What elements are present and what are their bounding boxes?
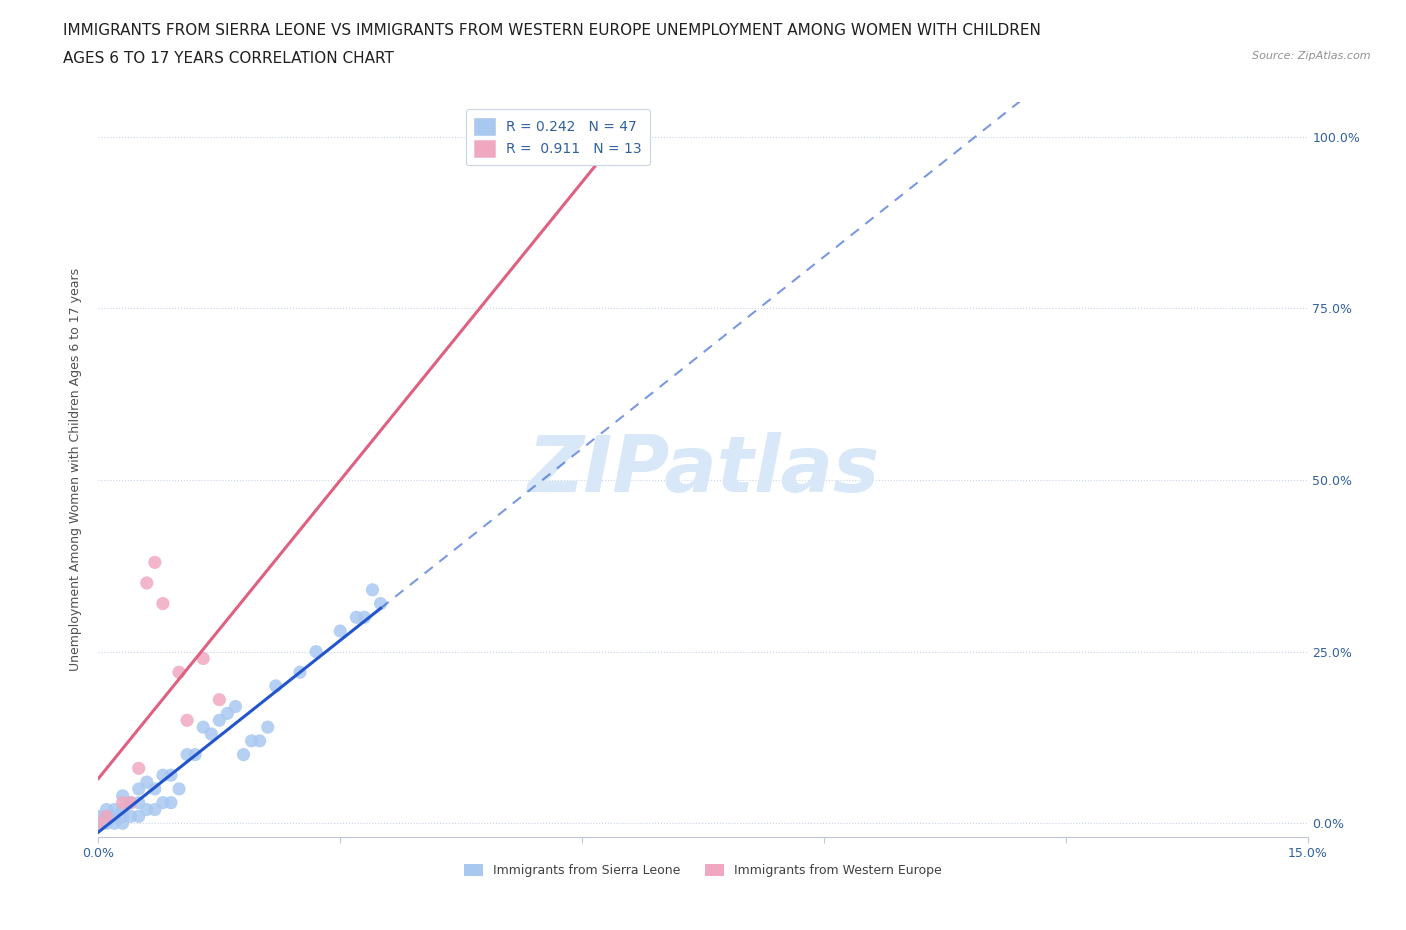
Point — [249, 734, 271, 749]
Point — [344, 610, 367, 625]
Point — [193, 651, 215, 666]
Point — [167, 781, 190, 796]
Point — [232, 747, 254, 762]
Point — [200, 726, 222, 741]
Point — [264, 679, 287, 694]
Point — [240, 734, 263, 749]
Point — [111, 789, 134, 804]
Point — [305, 644, 328, 659]
Point — [152, 768, 174, 783]
Point — [288, 665, 311, 680]
Point — [96, 813, 118, 828]
Point — [208, 692, 231, 707]
Text: AGES 6 TO 17 YEARS CORRELATION CHART: AGES 6 TO 17 YEARS CORRELATION CHART — [63, 51, 394, 66]
Point — [96, 802, 118, 817]
Point — [160, 768, 183, 783]
Point — [193, 720, 215, 735]
Point — [361, 582, 384, 597]
Point — [96, 809, 118, 824]
Point — [111, 809, 134, 824]
Point — [103, 802, 125, 817]
Point — [120, 795, 142, 810]
Point — [87, 809, 110, 824]
Point — [111, 802, 134, 817]
Point — [135, 775, 157, 790]
Point — [143, 781, 166, 796]
Text: ZIPatlas: ZIPatlas — [527, 432, 879, 508]
Point — [135, 576, 157, 591]
Point — [120, 809, 142, 824]
Point — [167, 665, 190, 680]
Point — [143, 802, 166, 817]
Point — [152, 596, 174, 611]
Point — [103, 809, 125, 824]
Point — [128, 761, 150, 776]
Point — [87, 816, 110, 830]
Point — [612, 129, 634, 144]
Text: IMMIGRANTS FROM SIERRA LEONE VS IMMIGRANTS FROM WESTERN EUROPE UNEMPLOYMENT AMON: IMMIGRANTS FROM SIERRA LEONE VS IMMIGRAN… — [63, 23, 1042, 38]
Point — [184, 747, 207, 762]
Point — [208, 712, 231, 727]
Point — [128, 809, 150, 824]
Point — [329, 624, 352, 639]
Point — [176, 747, 198, 762]
Point — [370, 596, 392, 611]
Point — [217, 706, 239, 721]
Point — [160, 795, 183, 810]
Point — [176, 712, 198, 727]
Point — [120, 795, 142, 810]
Text: Source: ZipAtlas.com: Source: ZipAtlas.com — [1253, 51, 1371, 61]
Point — [353, 610, 375, 625]
Point — [103, 816, 125, 830]
Point — [143, 555, 166, 570]
Point — [152, 795, 174, 810]
Y-axis label: Unemployment Among Women with Children Ages 6 to 17 years: Unemployment Among Women with Children A… — [69, 268, 83, 671]
Point — [135, 802, 157, 817]
Point — [111, 816, 134, 830]
Point — [256, 720, 278, 735]
Point — [128, 795, 150, 810]
Point — [96, 809, 118, 824]
Point — [87, 813, 110, 828]
Point — [111, 795, 134, 810]
Point — [87, 816, 110, 830]
Point — [224, 699, 246, 714]
Point — [96, 816, 118, 830]
Point — [128, 781, 150, 796]
Legend: Immigrants from Sierra Leone, Immigrants from Western Europe: Immigrants from Sierra Leone, Immigrants… — [460, 858, 946, 883]
